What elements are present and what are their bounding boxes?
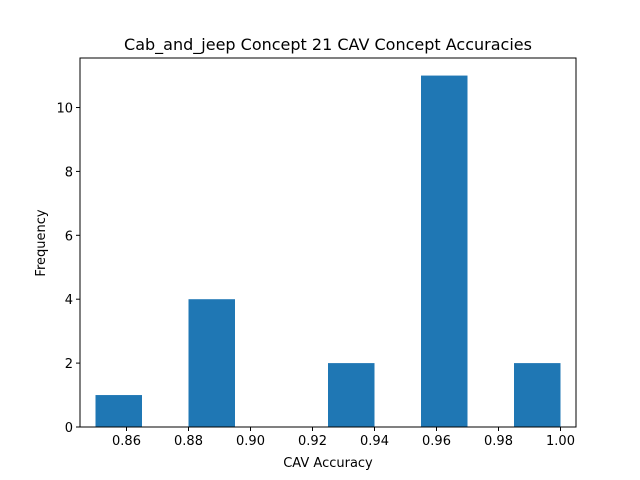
histogram-bar-2 <box>188 299 235 427</box>
x-tick-label: 0.96 <box>422 434 451 449</box>
y-axis-ticks: 0 2 4 6 8 10 <box>56 102 80 436</box>
y-tick-label: 4 <box>65 293 73 308</box>
x-tick-label: 0.88 <box>174 434 203 449</box>
y-axis-label: Frequency <box>34 209 49 276</box>
x-axis-ticks: 0.86 0.88 0.90 0.92 0.94 0.96 0.98 1.00 <box>112 427 575 449</box>
x-tick-label: 0.86 <box>112 434 141 449</box>
x-tick-label: 0.98 <box>484 434 513 449</box>
histogram-bar-0 <box>95 395 142 427</box>
y-tick-label: 6 <box>65 229 73 244</box>
plot-frame <box>79 57 577 428</box>
x-tick-label: 1.00 <box>546 434 575 449</box>
y-tick-label: 2 <box>65 357 73 372</box>
y-tick-label: 10 <box>56 102 73 117</box>
histogram-bar-9 <box>514 363 561 427</box>
y-tick-label: 8 <box>65 165 73 180</box>
histogram-bar-7 <box>421 75 468 428</box>
chart-title: Cab_and_jeep Concept 21 CAV Concept Accu… <box>124 35 532 55</box>
y-tick-label: 0 <box>65 421 73 436</box>
x-tick-label: 0.90 <box>236 434 265 449</box>
x-tick-label: 0.92 <box>298 434 327 449</box>
x-tick-label: 0.94 <box>360 434 389 449</box>
x-axis-label: CAV Accuracy <box>283 456 373 471</box>
bars-group <box>95 75 561 428</box>
histogram-bar-5 <box>328 363 375 427</box>
